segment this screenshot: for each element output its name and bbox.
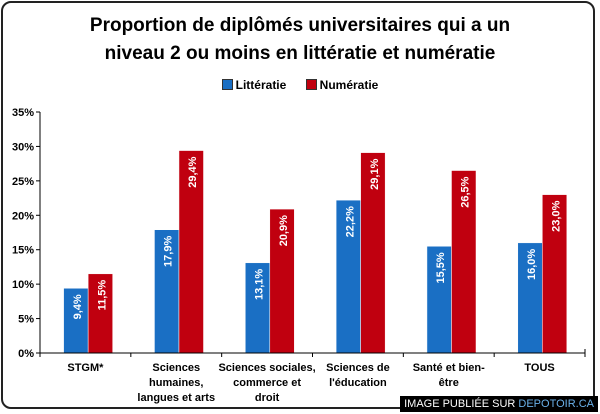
title-line-2: niveau 2 ou moins en littératie et numér…: [104, 43, 496, 64]
x-tick-label: l'éducation: [329, 377, 387, 389]
title-line-1: Proportion de diplômés universitaires qu…: [89, 15, 511, 36]
y-tick-label: 30%: [12, 141, 34, 153]
data-label: 20,9%: [278, 215, 290, 246]
x-tick-label: Sciences: [152, 362, 200, 374]
y-tick-label: 35%: [12, 107, 34, 119]
x-tick-label: être: [439, 377, 459, 389]
data-label: 29,4%: [187, 156, 199, 187]
data-label: 13,1%: [253, 269, 265, 300]
bar-littératie: [335, 199, 361, 354]
y-tick-label: 0%: [18, 348, 34, 360]
data-label: 9,4%: [72, 294, 84, 319]
bar-numératie: [360, 152, 386, 354]
legend-item-litteratie: Littératie: [221, 78, 287, 92]
x-tick-label: droit: [255, 392, 280, 404]
bar-numératie: [269, 208, 295, 354]
bar-littératie: [245, 262, 271, 354]
bar-numératie: [542, 194, 568, 354]
x-tick-label: humaines,: [149, 377, 203, 389]
x-tick-label: TOUS: [524, 362, 554, 374]
bar-littératie: [63, 288, 89, 354]
data-label: 11,5%: [96, 280, 108, 311]
x-tick-label: Santé et bien-: [413, 362, 485, 374]
legend-label: Numératie: [319, 78, 379, 92]
watermark: IMAGE PUBLIÉE SUR DEPOTOIR.CA: [400, 396, 598, 412]
data-label: 16,0%: [526, 249, 538, 280]
legend-swatch-blue: [221, 79, 233, 90]
chart-title: Proportion de diplômés universitaires qu…: [0, 12, 600, 68]
y-tick-label: 10%: [12, 279, 34, 291]
y-tick-label: 15%: [12, 245, 34, 257]
x-tick-label: Sciences de: [326, 362, 390, 374]
watermark-site: DEPOTOIR.CA: [518, 398, 594, 410]
y-tick-label: 20%: [12, 210, 34, 222]
bar-numératie: [451, 170, 477, 354]
bar-littératie: [154, 229, 180, 354]
bar-littératie: [426, 246, 452, 354]
legend-item-numeratie: Numératie: [305, 78, 379, 92]
x-tick-label: langues et arts: [137, 392, 215, 404]
data-label: 22,2%: [344, 206, 356, 237]
x-tick-label: Sciences sociales,: [218, 362, 315, 374]
bar-numératie: [87, 273, 113, 354]
data-label: 23,0%: [550, 200, 562, 231]
data-label: 26,5%: [460, 176, 472, 207]
data-label: 17,9%: [163, 236, 175, 267]
watermark-prefix: IMAGE PUBLIÉE SUR: [404, 398, 519, 410]
y-tick-label: 25%: [12, 176, 34, 188]
legend-label: Littératie: [235, 78, 287, 92]
data-label: 29,1%: [369, 158, 381, 189]
y-tick-label: 5%: [18, 314, 34, 326]
x-tick-label: commerce et: [233, 377, 301, 389]
legend: Littératie Numératie: [0, 78, 600, 92]
legend-swatch-red: [305, 79, 317, 90]
x-tick-label: STGM*: [67, 362, 104, 374]
bar-numératie: [178, 150, 204, 354]
chart-frame: [1, 1, 595, 409]
data-label: 15,5%: [435, 252, 447, 283]
